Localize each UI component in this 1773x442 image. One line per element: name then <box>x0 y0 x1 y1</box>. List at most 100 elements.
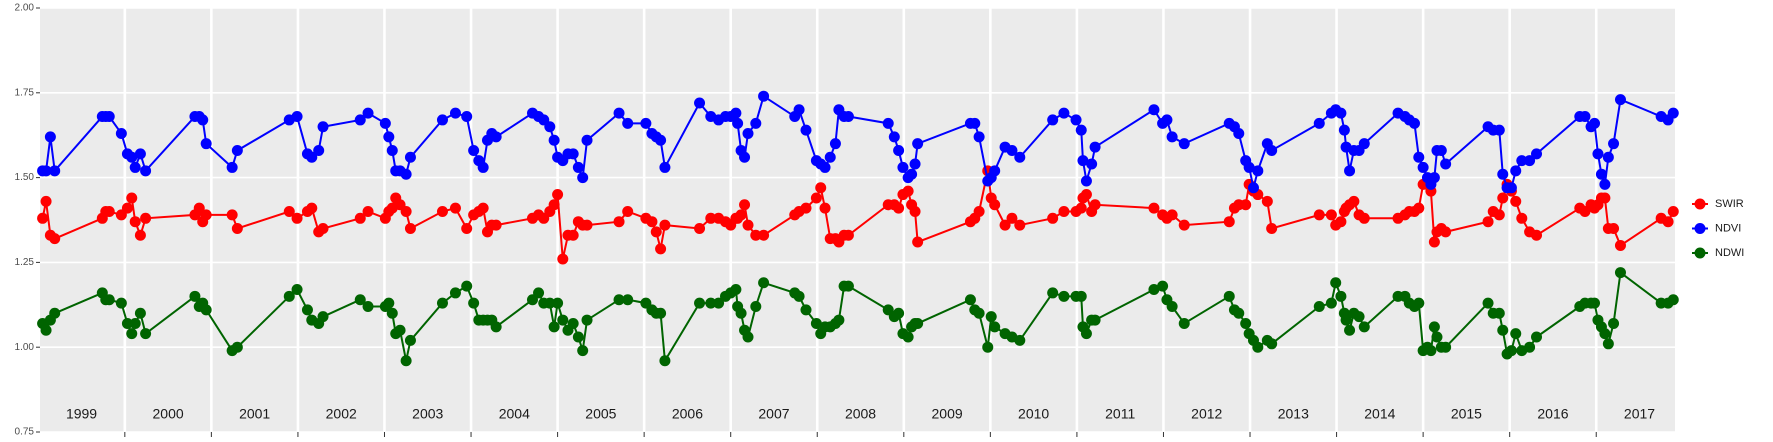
data-point <box>1335 216 1347 228</box>
data-point <box>306 151 318 163</box>
data-point <box>750 229 762 241</box>
data-point <box>833 314 845 326</box>
data-point <box>477 202 489 214</box>
data-point <box>1014 151 1026 163</box>
data-point <box>969 117 981 129</box>
data-point <box>893 144 905 156</box>
year-label: 2008 <box>845 406 876 422</box>
data-point <box>1428 321 1440 333</box>
data-point <box>906 168 918 180</box>
data-point <box>1667 206 1679 218</box>
data-point <box>999 219 1011 231</box>
y-tick-label: 1.00 <box>15 342 35 353</box>
data-point <box>386 307 398 319</box>
data-point <box>1178 317 1190 329</box>
data-point <box>973 307 985 319</box>
data-point <box>659 355 671 367</box>
data-point <box>1240 199 1252 211</box>
data-point <box>1252 341 1264 353</box>
data-point <box>705 212 717 224</box>
year-label: 2012 <box>1191 406 1222 422</box>
data-point <box>129 161 141 173</box>
data-point <box>613 216 625 228</box>
data-point <box>283 290 295 302</box>
data-point <box>134 148 146 160</box>
data-point <box>1178 219 1190 231</box>
data-point <box>1330 277 1342 289</box>
data-point <box>739 199 751 211</box>
data-point <box>1493 124 1505 136</box>
data-point <box>572 331 584 343</box>
data-point <box>739 151 751 163</box>
data-point <box>1531 229 1543 241</box>
data-point <box>640 117 652 129</box>
data-point <box>200 138 212 150</box>
data-point <box>1266 338 1278 350</box>
data-point <box>1493 209 1505 221</box>
year-label: 1999 <box>66 406 97 422</box>
data-point <box>842 229 854 241</box>
data-point <box>1178 138 1190 150</box>
data-point <box>1313 209 1325 221</box>
data-point <box>436 206 448 218</box>
data-point <box>1243 161 1255 173</box>
data-point <box>1233 307 1245 319</box>
year-label: 2016 <box>1537 406 1568 422</box>
year-label: 2006 <box>672 406 703 422</box>
data-point <box>1608 222 1620 234</box>
data-point <box>317 121 329 133</box>
data-point <box>577 345 589 357</box>
data-point <box>1223 290 1235 302</box>
data-point <box>126 151 138 163</box>
data-point <box>400 168 412 180</box>
plot-panel <box>40 8 1675 432</box>
data-point <box>557 253 569 265</box>
year-label: 2007 <box>758 406 789 422</box>
year-label: 2014 <box>1364 406 1395 422</box>
data-point <box>1413 297 1425 309</box>
data-point <box>577 172 589 184</box>
data-point <box>842 280 854 292</box>
data-point <box>622 206 634 218</box>
data-point <box>1516 155 1528 167</box>
data-point <box>379 117 391 129</box>
data-point <box>189 290 201 302</box>
data-point <box>581 134 593 146</box>
legend-label: NDVI <box>1715 222 1741 234</box>
data-point <box>655 243 667 255</box>
data-point <box>386 144 398 156</box>
y-tick-label: 2.00 <box>15 3 35 14</box>
data-point <box>552 189 564 201</box>
year-label: 2013 <box>1278 406 1309 422</box>
data-point <box>1266 144 1278 156</box>
data-point <box>742 128 754 140</box>
data-point <box>815 182 827 194</box>
data-point <box>1440 341 1452 353</box>
data-point <box>1531 331 1543 343</box>
data-point <box>362 107 374 119</box>
data-point <box>1058 206 1070 218</box>
data-point <box>129 216 141 228</box>
data-point <box>1579 111 1591 123</box>
data-point <box>121 317 133 329</box>
data-point <box>115 128 127 140</box>
data-point <box>468 144 480 156</box>
data-point <box>231 341 243 353</box>
data-point <box>750 300 762 312</box>
data-point <box>1148 104 1160 116</box>
year-label: 2000 <box>153 406 184 422</box>
data-point <box>1599 192 1611 204</box>
data-point <box>461 280 473 292</box>
data-point <box>1075 124 1087 136</box>
data-point <box>436 297 448 309</box>
data-point <box>490 321 502 333</box>
data-point <box>1325 297 1337 309</box>
data-point <box>973 206 985 218</box>
data-point <box>37 212 49 224</box>
data-point <box>436 114 448 126</box>
year-label: 2004 <box>499 406 530 422</box>
data-point <box>810 317 822 329</box>
data-point <box>989 165 1001 177</box>
data-point <box>882 117 894 129</box>
year-label: 2009 <box>932 406 963 422</box>
